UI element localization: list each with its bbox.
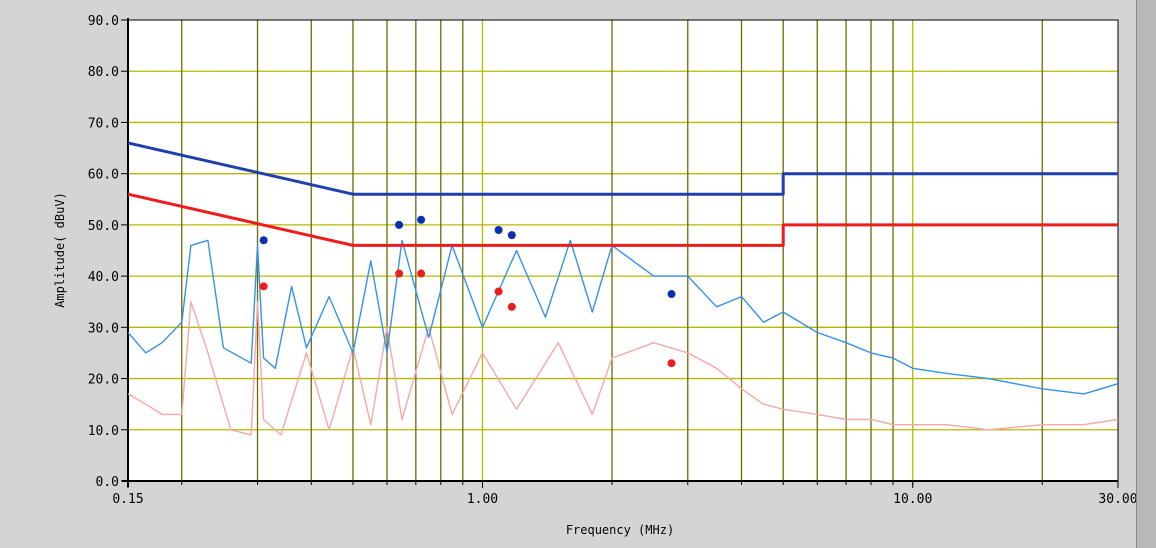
qp-marker xyxy=(259,236,268,245)
x-tick-label: 0.15 xyxy=(112,492,143,507)
avg-marker xyxy=(395,269,404,278)
x-tick-label: 30.00 xyxy=(1098,492,1136,507)
markers xyxy=(259,215,676,368)
y-tick-label: 70.0 xyxy=(88,116,119,131)
y-tick-label: 40.0 xyxy=(88,270,119,285)
y-axis-title: Amplitude( dBuV) xyxy=(53,192,67,308)
y-tick-label: 60.0 xyxy=(88,168,119,183)
y-tick-label: 10.0 xyxy=(88,424,119,439)
axes: 0.0 10.0 20.0 30.0 40.0 50.0 60.0 70.0 80.0 90.0 0… xyxy=(88,14,1136,507)
avg-marker xyxy=(259,282,268,291)
limit-line xyxy=(127,141,1118,196)
y-tick-label: 30.0 xyxy=(88,321,119,336)
y-tick-label: 90.0 xyxy=(88,14,119,29)
avg-marker xyxy=(417,269,426,278)
x-tick-label: 1.00 xyxy=(467,492,498,507)
qp-marker xyxy=(507,231,516,240)
qp-marker xyxy=(395,220,404,229)
y-tick-label: 0.0 xyxy=(96,475,119,490)
x-tick-label: 10.00 xyxy=(893,492,932,507)
avg-marker xyxy=(507,302,516,311)
grid xyxy=(128,20,1118,481)
avg-marker xyxy=(494,287,503,296)
qp-marker xyxy=(667,290,676,299)
x-axis-title: Frequency (MHz) xyxy=(566,523,674,537)
plot-area xyxy=(128,20,1118,481)
avg-marker xyxy=(667,359,676,368)
qp-marker xyxy=(417,215,426,224)
y-tick-label: 20.0 xyxy=(88,373,119,388)
window-scrollbar[interactable] xyxy=(1136,0,1156,548)
y-tick-label: 50.0 xyxy=(88,219,119,234)
y-tick-label: 80.0 xyxy=(88,65,119,80)
measurement-trace xyxy=(127,301,1119,436)
qp-marker xyxy=(494,226,503,235)
limit-line xyxy=(127,192,1118,247)
